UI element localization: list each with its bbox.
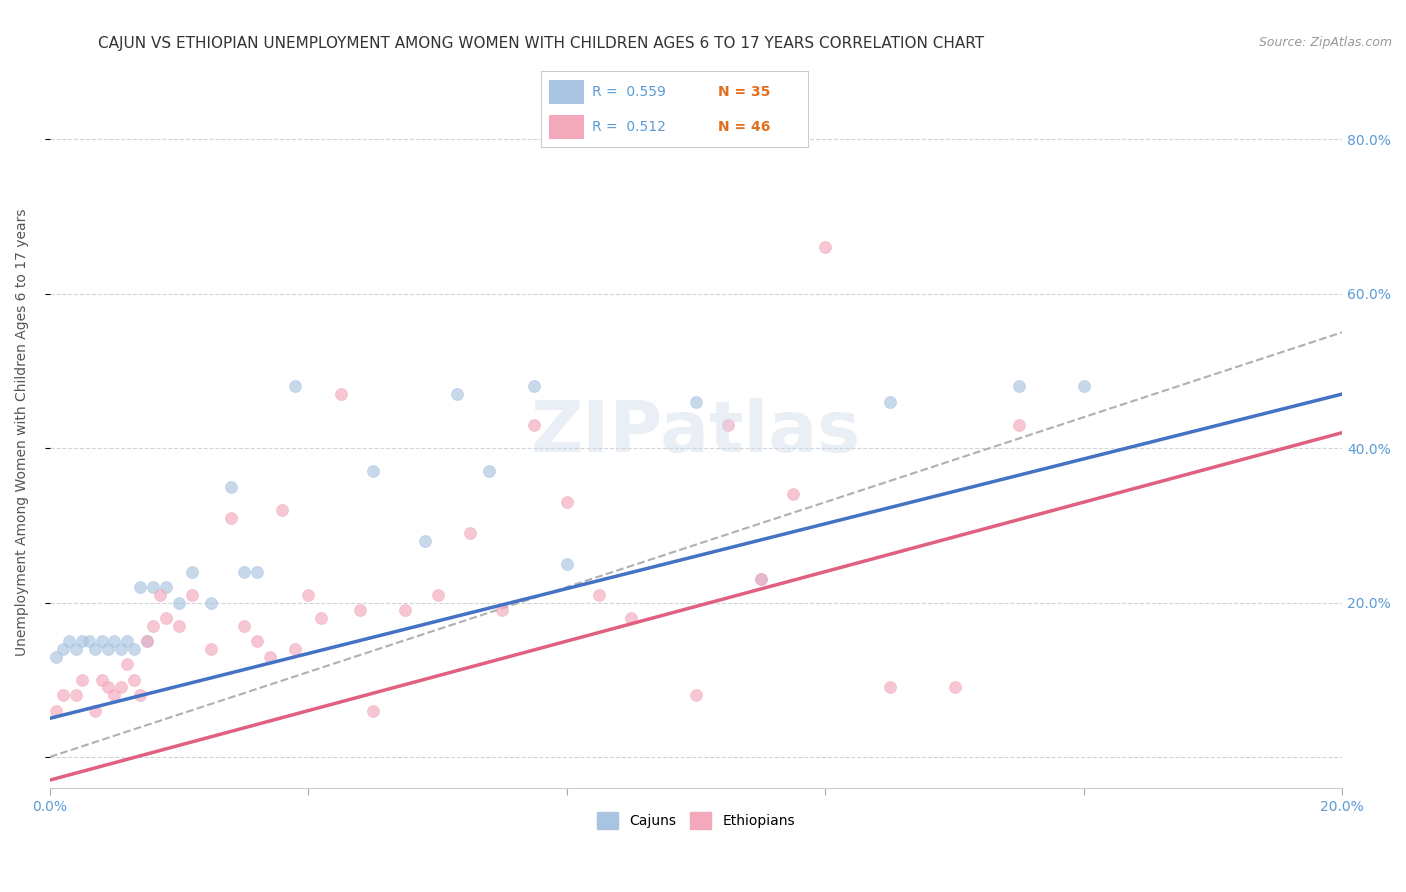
- Text: N = 35: N = 35: [717, 85, 770, 99]
- Point: [200, 595, 222, 609]
- Point: [103, 688, 125, 702]
- Point: [65, 688, 87, 702]
- Point: [97, 641, 120, 656]
- Point: [97, 681, 120, 695]
- Legend: Cajuns, Ethiopians: Cajuns, Ethiopians: [592, 806, 800, 834]
- Point: [155, 580, 177, 594]
- Point: [446, 387, 468, 401]
- Point: [122, 673, 145, 687]
- Point: [588, 588, 610, 602]
- Point: [45, 704, 67, 718]
- Point: [297, 588, 319, 602]
- Point: [523, 379, 546, 393]
- Point: [458, 526, 481, 541]
- Point: [52, 641, 75, 656]
- Point: [478, 464, 501, 478]
- Point: [413, 533, 436, 548]
- Point: [167, 595, 190, 609]
- Point: [232, 618, 254, 632]
- Point: [149, 588, 172, 602]
- Point: [555, 495, 578, 509]
- Point: [135, 634, 157, 648]
- Point: [620, 611, 643, 625]
- Point: [219, 510, 242, 524]
- Point: [167, 618, 190, 632]
- Point: [749, 572, 772, 586]
- Point: [117, 634, 139, 648]
- Point: [1008, 379, 1031, 393]
- Point: [879, 394, 901, 409]
- Point: [685, 394, 707, 409]
- Point: [77, 634, 100, 648]
- Point: [814, 240, 837, 254]
- Point: [52, 688, 75, 702]
- Point: [110, 641, 132, 656]
- Point: [271, 503, 294, 517]
- Point: [259, 649, 281, 664]
- Point: [491, 603, 513, 617]
- Point: [309, 611, 332, 625]
- Point: [749, 572, 772, 586]
- Point: [246, 565, 269, 579]
- Point: [1073, 379, 1095, 393]
- Point: [284, 641, 307, 656]
- Text: R =  0.559: R = 0.559: [592, 85, 666, 99]
- Point: [129, 688, 152, 702]
- Point: [361, 704, 384, 718]
- Point: [361, 464, 384, 478]
- Point: [65, 641, 87, 656]
- Point: [90, 634, 112, 648]
- Text: Source: ZipAtlas.com: Source: ZipAtlas.com: [1258, 36, 1392, 49]
- Point: [394, 603, 416, 617]
- Point: [181, 588, 204, 602]
- FancyBboxPatch shape: [550, 79, 583, 104]
- Point: [349, 603, 371, 617]
- Point: [717, 417, 740, 432]
- Point: [246, 634, 269, 648]
- Text: ZIPatlas: ZIPatlas: [531, 398, 860, 467]
- Point: [135, 634, 157, 648]
- Point: [1008, 417, 1031, 432]
- Point: [110, 681, 132, 695]
- Point: [70, 673, 93, 687]
- Point: [284, 379, 307, 393]
- Text: N = 46: N = 46: [717, 120, 770, 134]
- Point: [70, 634, 93, 648]
- Text: R =  0.512: R = 0.512: [592, 120, 666, 134]
- Text: CAJUN VS ETHIOPIAN UNEMPLOYMENT AMONG WOMEN WITH CHILDREN AGES 6 TO 17 YEARS COR: CAJUN VS ETHIOPIAN UNEMPLOYMENT AMONG WO…: [98, 36, 984, 51]
- Point: [58, 634, 80, 648]
- Point: [782, 487, 804, 501]
- Point: [90, 673, 112, 687]
- Point: [103, 634, 125, 648]
- Point: [943, 681, 966, 695]
- Point: [142, 580, 165, 594]
- Point: [426, 588, 449, 602]
- Point: [84, 704, 107, 718]
- Point: [84, 641, 107, 656]
- Point: [45, 649, 67, 664]
- Point: [117, 657, 139, 672]
- Y-axis label: Unemployment Among Women with Children Ages 6 to 17 years: Unemployment Among Women with Children A…: [15, 209, 30, 657]
- FancyBboxPatch shape: [550, 114, 583, 139]
- Point: [181, 565, 204, 579]
- Point: [129, 580, 152, 594]
- Point: [200, 641, 222, 656]
- Point: [142, 618, 165, 632]
- Point: [329, 387, 352, 401]
- Point: [232, 565, 254, 579]
- Point: [879, 681, 901, 695]
- Point: [155, 611, 177, 625]
- Point: [555, 557, 578, 571]
- Point: [685, 688, 707, 702]
- Point: [219, 480, 242, 494]
- Point: [523, 417, 546, 432]
- Point: [122, 641, 145, 656]
